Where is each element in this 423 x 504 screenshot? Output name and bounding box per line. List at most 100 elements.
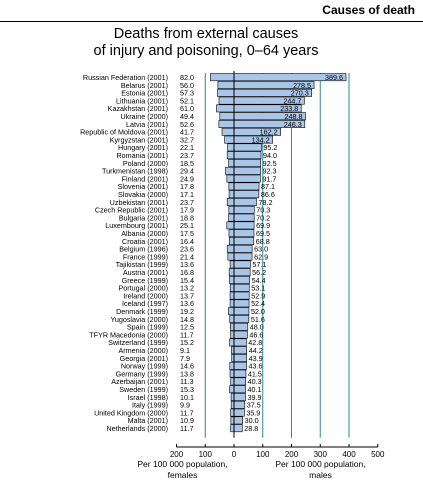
data-label-male: 63.0: [254, 245, 268, 254]
category-label: Slovakia (2000): [118, 190, 168, 199]
category-label: France (1999): [123, 252, 168, 261]
category-label: Belarus (2001): [121, 81, 168, 90]
data-label-male: 37.5: [247, 401, 261, 410]
data-label-male: 95.2: [263, 143, 277, 152]
category-label: Uzbekistan (2001): [110, 198, 168, 207]
bar-female: [228, 229, 235, 238]
bar-male: [233, 268, 251, 277]
data-label-female: 56.0: [180, 81, 194, 90]
bar-female: [224, 135, 235, 144]
bar-male: [233, 307, 250, 316]
bar-female: [228, 307, 235, 316]
data-label-male: 70.3: [256, 206, 270, 215]
data-label-male: 68.8: [256, 237, 270, 246]
bar-male: [233, 159, 261, 167]
bar-female: [228, 159, 235, 167]
category-label: Slovenia (2001): [118, 182, 168, 191]
data-label-female: 32.7: [180, 135, 194, 144]
bar-female: [226, 151, 235, 160]
bar-female: [229, 291, 235, 300]
bar-female: [229, 369, 235, 378]
data-label-female: 19.2: [180, 307, 194, 316]
data-label-female: 9.1: [180, 346, 190, 355]
category-label: TFYR Macedonia (2000): [89, 330, 168, 339]
x-tick-label: 400: [342, 450, 356, 459]
data-label-female: 21.4: [180, 252, 194, 261]
data-label-female: 25.1: [180, 221, 194, 230]
category-label: Turkmenistan (1998): [102, 167, 168, 176]
data-label-male: 94.0: [263, 151, 277, 160]
bar-female: [229, 276, 235, 284]
category-label: Norway (1999): [121, 362, 168, 371]
category-label: Albania (2000): [121, 229, 168, 238]
bar-male: [233, 354, 247, 362]
category-label: Netherlands (2000): [106, 424, 168, 433]
category-label: Azerbaijan (2001): [111, 377, 168, 386]
data-label-male: 35.9: [246, 408, 260, 417]
category-label: United Kingdom (2000): [94, 408, 168, 417]
data-label-female: 22.1: [180, 143, 194, 152]
x-axis-label-females: Per 100 000 population, females: [137, 459, 228, 480]
bar-female: [218, 120, 235, 128]
data-label-female: 15.2: [180, 338, 194, 347]
bar-male: [233, 198, 257, 206]
data-label-female: 13.7: [180, 291, 194, 300]
data-label-male: 78.2: [258, 198, 272, 207]
bar-female: [218, 96, 235, 105]
data-label-female: 18.8: [180, 213, 194, 222]
bar-female: [217, 81, 235, 89]
data-label-female: 13.2: [180, 284, 194, 293]
category-label: Spain (1999): [127, 323, 168, 332]
bar-female: [228, 237, 235, 245]
data-label-male: 30.0: [245, 416, 259, 425]
category-label: Austria (2001): [123, 268, 168, 277]
data-label-male: 69.5: [256, 229, 270, 238]
bar-female: [227, 252, 235, 261]
bar-male: [233, 322, 249, 331]
data-label-male: 92.5: [263, 159, 277, 168]
category-label: Yugoslavia (2000): [110, 315, 168, 324]
data-label-male: 52.0: [251, 307, 265, 316]
bar-female: [230, 330, 235, 339]
bar-male: [233, 346, 248, 355]
bar-female: [221, 127, 235, 136]
category-label: Republic of Moldova (2001): [80, 128, 168, 137]
bar-male: [233, 291, 250, 300]
x-tick-label: 0: [232, 450, 237, 459]
data-label-male: 134.2: [252, 135, 270, 144]
data-label-male: 53.1: [251, 284, 265, 293]
bar-female: [219, 112, 235, 121]
bar-male: [233, 143, 262, 152]
data-label-female: 57.3: [180, 89, 194, 98]
bar-female: [230, 408, 235, 417]
bar-female: [226, 221, 235, 230]
data-label-male: 233.8: [280, 104, 298, 113]
category-label: Italy (1999): [132, 401, 168, 410]
bar-female: [229, 283, 235, 292]
bar-female: [229, 361, 235, 370]
data-label-female: 13.6: [180, 260, 194, 269]
data-label-male: 57.1: [252, 260, 266, 269]
category-label: Romania (2001): [116, 151, 168, 160]
bar-male: [233, 237, 255, 245]
category-label: Lithuania (2001): [116, 96, 168, 105]
data-label-female: 7.9: [180, 354, 190, 363]
category-label: Georgia (2001): [120, 354, 168, 363]
data-label-male: 70.2: [256, 213, 270, 222]
bar-male: [233, 393, 246, 401]
data-label-male: 40.3: [248, 377, 262, 386]
x-tick-label: 500: [371, 450, 385, 459]
category-label: Ireland (2000): [123, 291, 168, 300]
data-label-female: 17.9: [180, 206, 194, 215]
bar-male: [233, 416, 243, 425]
data-label-female: 17.1: [180, 190, 194, 199]
chart-subtitle: of injury and poisoning, 0–64 years: [93, 43, 319, 59]
category-label: Luxembourg (2001): [105, 221, 168, 230]
x-tick-label: 300: [314, 450, 328, 459]
data-label-female: 13.6: [180, 299, 194, 308]
bar-female: [210, 73, 235, 82]
bar-male: [233, 205, 255, 214]
category-label: Hungary (2001): [118, 143, 168, 152]
data-label-female: 10.1: [180, 393, 194, 402]
bar-male: [233, 299, 250, 308]
